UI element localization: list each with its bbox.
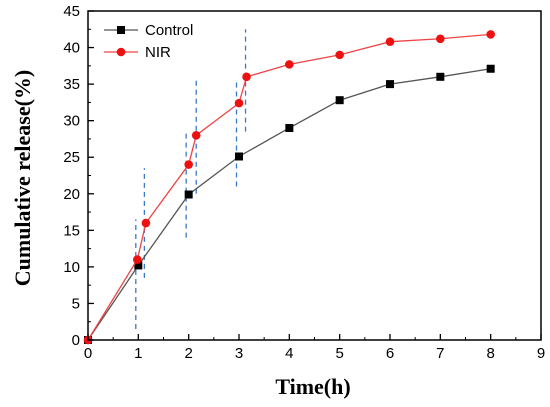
x-tick-label: 3 xyxy=(235,345,243,362)
data-point xyxy=(385,37,395,47)
legend: Control NIR xyxy=(104,22,193,61)
y-tick-label: 10 xyxy=(63,259,80,276)
data-point xyxy=(436,34,445,44)
data-point xyxy=(234,98,244,108)
data-point xyxy=(285,60,294,69)
x-tick-label: 8 xyxy=(486,345,494,362)
y-tick-label: 5 xyxy=(72,295,80,312)
x-tick-label: 0 xyxy=(84,345,92,362)
legend-label: NIR xyxy=(145,44,171,61)
data-point xyxy=(141,218,151,228)
data-point xyxy=(184,190,193,199)
legend-marker xyxy=(116,47,126,57)
series-control xyxy=(84,64,495,344)
y-tick-label: 40 xyxy=(63,40,80,57)
data-point xyxy=(486,64,495,73)
data-point xyxy=(285,123,294,132)
data-point xyxy=(134,261,143,270)
data-point xyxy=(242,72,251,82)
x-tick-label: 9 xyxy=(537,345,545,362)
x-tick-label: 1 xyxy=(134,345,142,362)
data-point xyxy=(335,50,344,60)
series-layer xyxy=(83,30,495,345)
laser-on-markers xyxy=(135,29,247,330)
y-tick-label: 20 xyxy=(63,186,80,203)
x-tick-label: 2 xyxy=(184,345,192,362)
y-tick-label: 30 xyxy=(63,113,80,130)
series-line xyxy=(87,33,491,341)
legend-label: Control xyxy=(145,22,193,39)
x-tick-label: 6 xyxy=(386,345,394,362)
data-point xyxy=(133,255,142,264)
y-tick-label: 45 xyxy=(63,3,80,20)
y-axis-title: Cumulative release(%) xyxy=(10,70,35,287)
axes xyxy=(87,10,542,341)
x-axis-title: Time(h) xyxy=(275,374,350,399)
data-point xyxy=(235,152,243,161)
x-tick-label: 5 xyxy=(335,345,343,362)
x-tick-label: 7 xyxy=(436,345,444,362)
series-line xyxy=(87,68,491,341)
y-tick-label: 0 xyxy=(72,332,80,349)
data-point xyxy=(191,130,201,140)
data-point xyxy=(335,96,344,105)
x-tick-label: 4 xyxy=(285,345,293,362)
data-point xyxy=(386,80,394,89)
legend-marker xyxy=(117,26,125,34)
y-tick-label: 25 xyxy=(63,149,80,166)
data-point xyxy=(184,160,193,169)
data-point xyxy=(486,30,495,39)
y-tick-label: 35 xyxy=(63,76,80,93)
y-tick-label: 15 xyxy=(63,222,80,239)
data-point xyxy=(436,72,445,81)
